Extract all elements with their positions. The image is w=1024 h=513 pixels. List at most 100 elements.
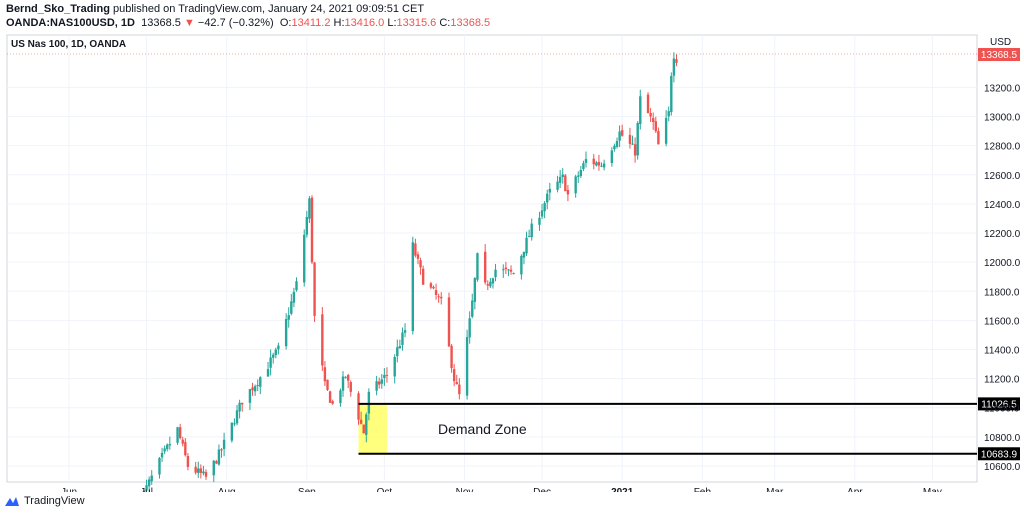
chart-header: Bernd_Sko_Trading published on TradingVi…: [6, 2, 1016, 30]
x-tick-label: Feb: [694, 487, 712, 492]
candle-body: [602, 163, 606, 168]
candle-body: [184, 442, 187, 456]
x-tick-label: Sep: [298, 487, 316, 492]
price-change: −42.7 (−0.32%): [197, 17, 274, 29]
candle-body: [538, 217, 541, 225]
candle-body: [199, 468, 203, 473]
candle-body: [251, 387, 254, 391]
candle-body: [259, 377, 262, 387]
chart-title: US Nas 100, 1D, OANDA: [11, 39, 126, 50]
candle-body: [253, 386, 257, 392]
candle-body: [321, 314, 324, 366]
candle-body: [197, 468, 200, 473]
candle-body: [507, 269, 510, 271]
footer-brand[interactable]: TradingView: [24, 495, 85, 507]
y-tick-label: 11400.0: [984, 346, 1020, 357]
candle-body: [215, 461, 218, 464]
candlestick-chart[interactable]: Demand Zone 11026.5 10683.9 10600.0 10800.…: [0, 32, 1024, 510]
candle-body: [525, 237, 528, 254]
candle-body: [440, 296, 443, 299]
candle-body: [194, 466, 197, 473]
candle-body: [401, 332, 404, 345]
candle-body: [558, 176, 562, 183]
y-tick-label: 12600.0: [984, 171, 1021, 182]
candle-body: [359, 419, 363, 424]
candle-body: [546, 193, 549, 203]
candle-body: [168, 444, 172, 446]
candle-body: [595, 162, 598, 166]
candle-body: [509, 269, 513, 272]
candle-body: [649, 113, 652, 117]
candle-body: [633, 144, 637, 156]
open-value: 13411.2: [291, 17, 331, 29]
candle-body: [365, 414, 368, 435]
candle-body: [269, 357, 272, 368]
candle-body: [272, 354, 275, 358]
open-label: O:: [279, 17, 292, 29]
footer: TradingView: [4, 492, 85, 510]
candle-body: [204, 472, 208, 477]
x-tick-label: Mar: [766, 487, 784, 492]
tradingview-logo-icon[interactable]: [4, 494, 20, 508]
candle-body: [664, 117, 668, 144]
candle-body: [527, 236, 531, 238]
candle-body: [396, 347, 399, 357]
quote-line: OANDA:NAS100USD, 1D 13368.5 ▼ −42.7 (−0.…: [6, 16, 1016, 30]
candle-body: [295, 281, 298, 291]
demand-zone-label: Demand Zone: [438, 421, 527, 437]
candle-body: [450, 345, 453, 369]
candle-body: [486, 284, 489, 286]
candle-body: [419, 260, 422, 268]
candle-body: [465, 337, 469, 396]
candle-body: [367, 391, 371, 414]
candle-body: [220, 449, 223, 451]
plot-frame: [6, 34, 978, 483]
candle-body: [202, 471, 205, 474]
candle-body: [349, 382, 352, 392]
candle-body: [248, 389, 252, 403]
y-tick-label: 11200.0: [984, 375, 1020, 386]
candle-body: [675, 59, 678, 63]
candle-body: [489, 281, 492, 287]
candle-body: [540, 210, 544, 217]
candle-body: [613, 145, 616, 150]
candle-body: [398, 346, 402, 349]
candle-body: [667, 111, 670, 117]
candle-body: [240, 402, 244, 405]
candle-body: [670, 75, 673, 113]
candle-body: [274, 349, 277, 356]
candle-body: [303, 234, 306, 283]
candle-body: [476, 253, 479, 280]
candle-body: [432, 286, 435, 289]
candle-body: [158, 458, 161, 475]
candle-body: [577, 175, 580, 177]
candle-body: [548, 188, 552, 193]
candle-body: [385, 374, 389, 376]
y-tick-label: 11800.0: [984, 287, 1020, 298]
candle-body: [323, 367, 327, 382]
close-value: 13368.5: [450, 17, 491, 29]
candle-body: [494, 269, 497, 278]
published-text: published on TradingView.com, January 24…: [109, 3, 425, 15]
y-tick-label: 12800.0: [984, 142, 1021, 153]
candle-body: [512, 273, 515, 275]
candle-body: [339, 390, 342, 404]
candle-body: [331, 401, 334, 404]
chart-area[interactable]: Demand Zone 11026.5 10683.9 10600.0 10800.…: [0, 32, 1024, 510]
author-name[interactable]: Bernd_Sko_Trading: [6, 3, 110, 15]
candle-body: [313, 262, 316, 316]
candle-body: [618, 131, 621, 141]
low-label: L:: [387, 17, 397, 29]
candle-body: [491, 278, 495, 284]
level-price-tag-label: 11026.5: [981, 399, 1017, 410]
candle-body: [600, 165, 603, 167]
candle-body: [212, 460, 215, 476]
candle-body: [160, 452, 164, 458]
candle-body: [393, 356, 396, 377]
candle-body: [582, 163, 585, 170]
candle-body: [574, 176, 577, 194]
candle-body: [620, 130, 624, 136]
level-price-tag: [978, 397, 1020, 411]
x-tick-label: May: [923, 487, 942, 492]
candle-body: [615, 140, 619, 147]
